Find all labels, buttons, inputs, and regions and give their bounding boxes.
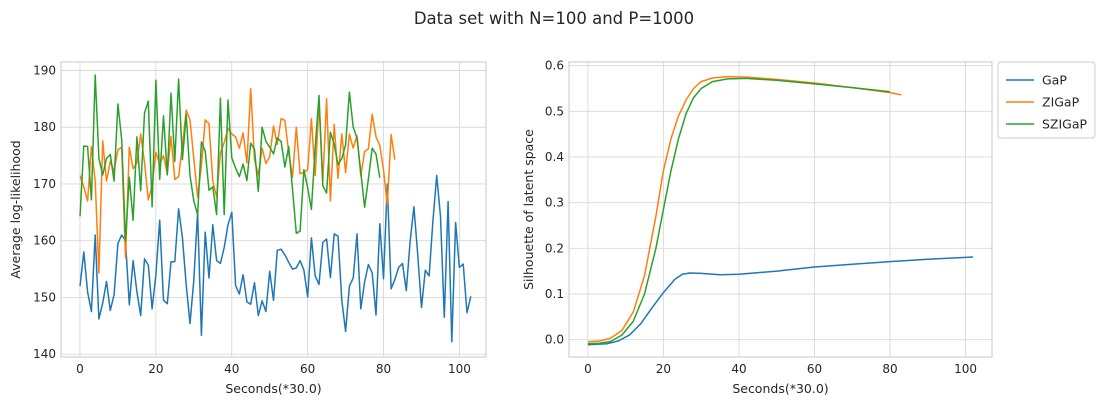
legend-label-zigap: ZIGaP [1042, 95, 1080, 110]
x-tick-label: 0 [584, 362, 592, 376]
y-tick-label: 150 [33, 290, 56, 304]
y-tick-label: 0.5 [545, 104, 564, 118]
y-axis-label: Silhouette of latent space [521, 129, 536, 290]
y-tick-label: 0.1 [545, 287, 564, 301]
series-line-zigap [587, 75, 902, 343]
x-tick-label: 60 [300, 362, 315, 376]
y-tick-label: 0.3 [545, 196, 564, 210]
x-tick-label: 20 [656, 362, 671, 376]
x-tick-label: 40 [224, 362, 239, 376]
y-tick-label: 0.0 [545, 333, 564, 347]
y-tick-label: 180 [33, 120, 56, 134]
legend-label-szigap: SZIGaP [1042, 117, 1088, 132]
x-tick-label: 100 [448, 362, 471, 376]
series-line-szigap [587, 77, 891, 345]
x-tick-label: 80 [882, 362, 897, 376]
y-axis-label: Average log-likelihood [8, 140, 23, 278]
y-tick-label: 170 [33, 177, 56, 191]
x-tick-label: 100 [954, 362, 977, 376]
x-tick-label: 0 [76, 362, 84, 376]
figure-suptitle: Data set with N=100 and P=1000 [414, 9, 694, 28]
x-tick-label: 40 [731, 362, 746, 376]
series-line-gap [79, 174, 472, 343]
x-tick-label: 60 [807, 362, 822, 376]
legend: GaP ZIGaP SZIGaP [997, 61, 1096, 139]
plot-area-frame [60, 61, 487, 358]
y-tick-label: 140 [33, 347, 56, 361]
series-line-szigap [79, 74, 381, 243]
x-tick-label: 80 [376, 362, 391, 376]
x-axis-label: Seconds(*30.0) [225, 381, 321, 396]
x-tick-label: 20 [148, 362, 163, 376]
y-tick-label: 190 [33, 64, 56, 78]
series-line-gap [587, 256, 974, 346]
y-tick-label: 0.2 [545, 241, 564, 255]
silhouette-chart: 0 20 40 60 80 100 0.0 0.1 0.2 0.3 0.4 0.5 0.6 Seconds… [521, 59, 1096, 396]
plot-area-frame [568, 61, 993, 358]
series-line-zigap [79, 87, 396, 274]
y-tick-label: 0.6 [545, 59, 564, 73]
legend-frame [997, 61, 1096, 139]
loglik-chart: 0 20 40 60 80 100 140 150 160 170 180 190 Seconds(*3… [8, 61, 487, 396]
legend-label-gap: GaP [1042, 73, 1067, 88]
y-tick-label: 160 [33, 234, 56, 248]
x-axis-label: Seconds(*30.0) [732, 381, 828, 396]
y-tick-label: 0.4 [545, 150, 564, 164]
